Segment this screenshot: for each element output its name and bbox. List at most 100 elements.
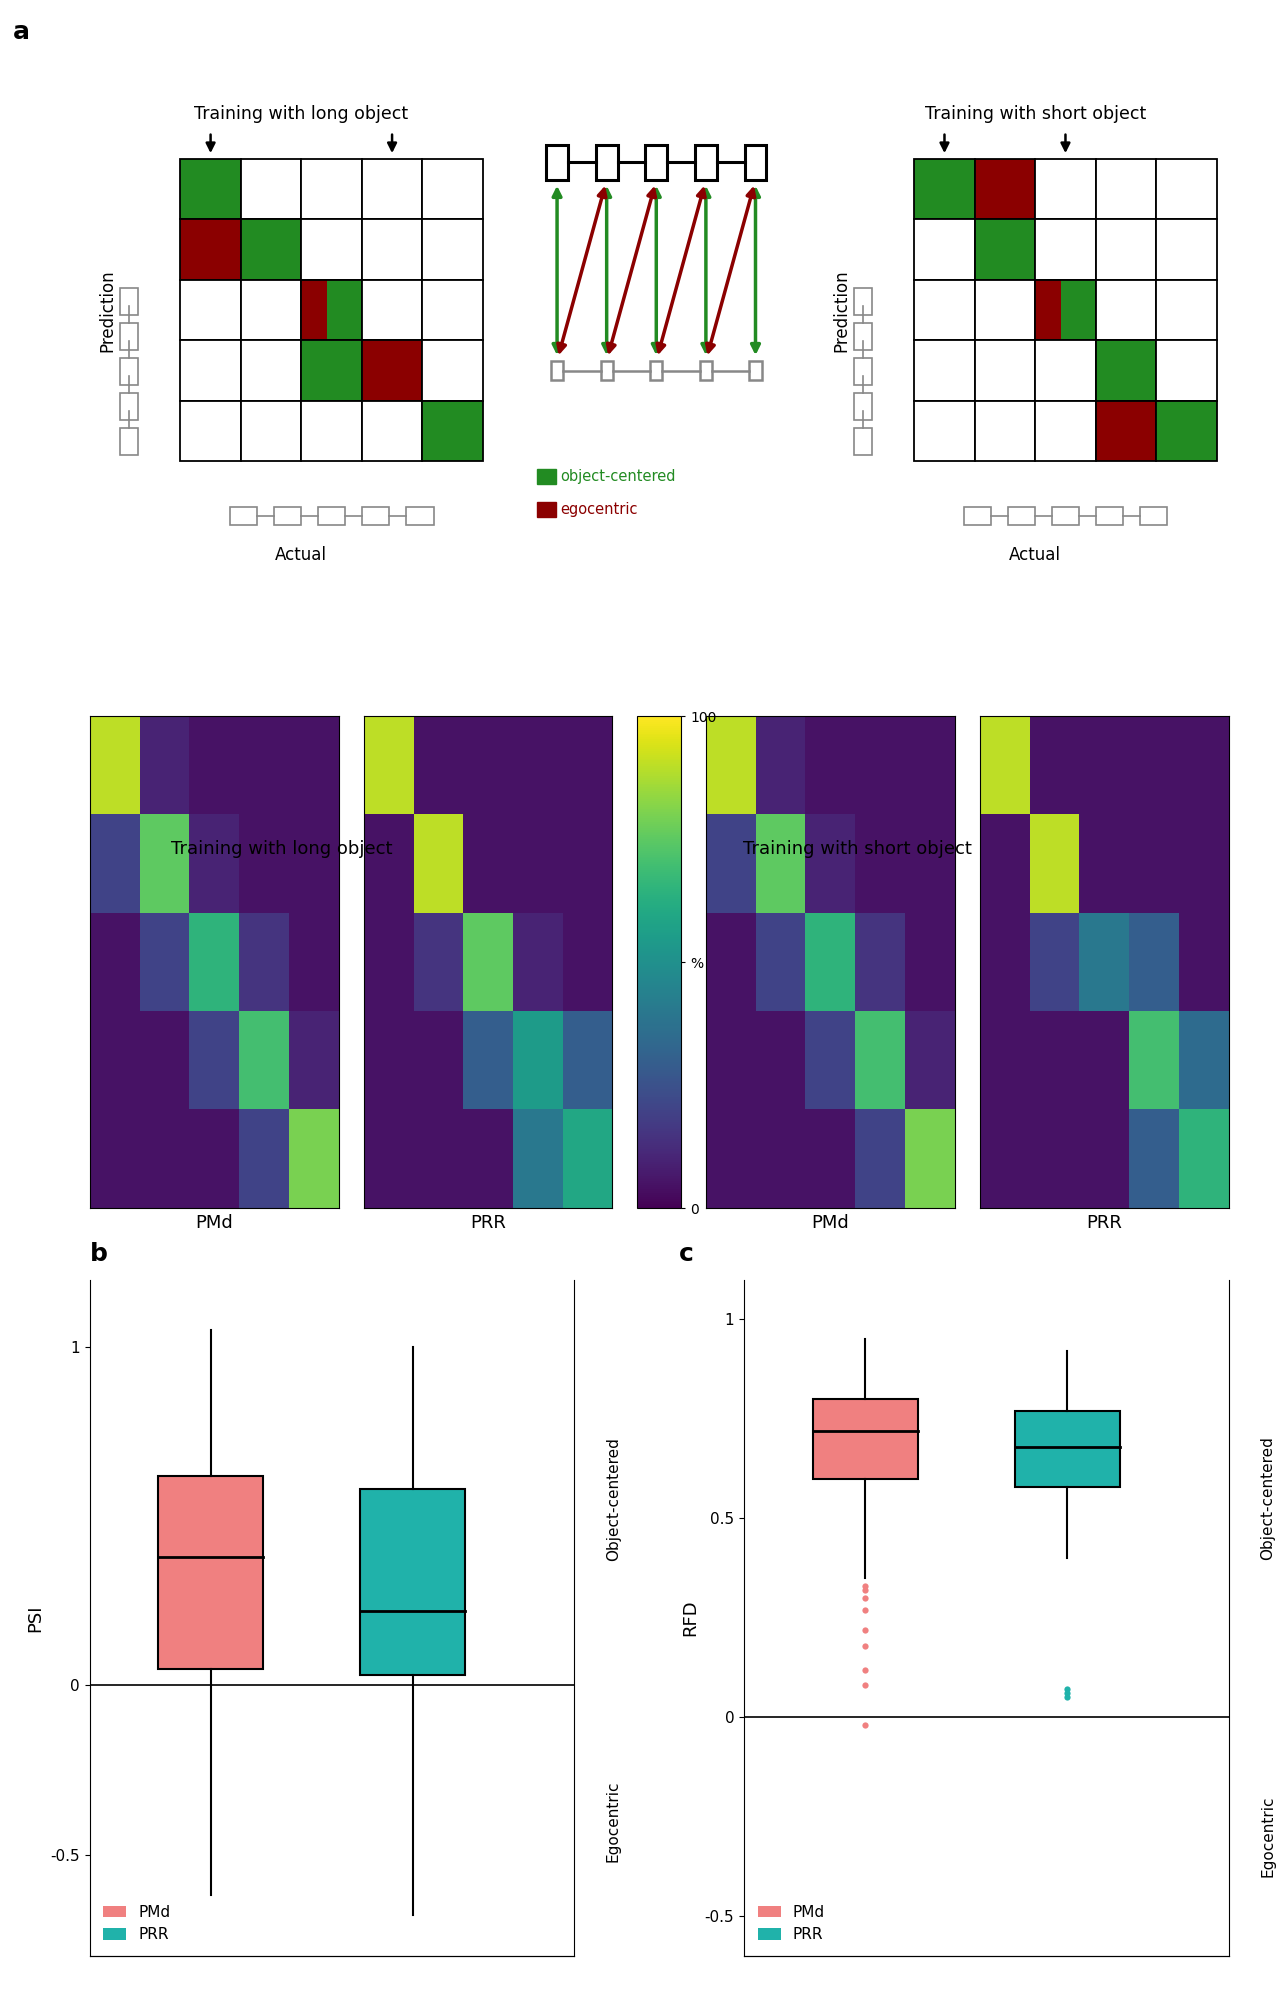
Bar bbox=[600, 361, 613, 381]
Bar bbox=[180, 279, 241, 341]
Bar bbox=[274, 507, 301, 525]
Bar bbox=[854, 429, 872, 455]
Text: Training with short object: Training with short object bbox=[744, 840, 972, 858]
Bar bbox=[229, 507, 257, 525]
Text: Object-centered: Object-centered bbox=[1260, 1437, 1275, 1561]
Bar bbox=[914, 341, 975, 401]
Bar bbox=[1036, 279, 1096, 341]
Y-axis label: RFD: RFD bbox=[681, 1599, 699, 1637]
Text: Training with long object: Training with long object bbox=[195, 104, 408, 122]
Bar bbox=[975, 401, 1036, 461]
Bar bbox=[1096, 507, 1124, 525]
Bar bbox=[362, 279, 422, 341]
Bar bbox=[301, 401, 362, 461]
Text: Training with short object: Training with short object bbox=[924, 104, 1146, 122]
Bar bbox=[1036, 160, 1096, 220]
Bar bbox=[854, 323, 872, 349]
Bar bbox=[650, 361, 662, 381]
Bar bbox=[914, 220, 975, 279]
Bar bbox=[1036, 401, 1096, 461]
Bar bbox=[159, 1475, 264, 1669]
X-axis label: PMd: PMd bbox=[812, 1214, 850, 1232]
Bar bbox=[120, 287, 138, 315]
Text: object-centered: object-centered bbox=[559, 469, 676, 483]
Bar bbox=[745, 144, 767, 180]
Text: c: c bbox=[678, 1242, 694, 1265]
Bar bbox=[552, 361, 563, 381]
Bar bbox=[645, 144, 667, 180]
Bar bbox=[422, 341, 483, 401]
Legend: PMd, PRR: PMd, PRR bbox=[97, 1898, 177, 1948]
Bar bbox=[120, 323, 138, 349]
Bar bbox=[241, 220, 301, 279]
Bar bbox=[975, 341, 1036, 401]
Bar bbox=[422, 160, 483, 220]
Bar bbox=[1096, 220, 1156, 279]
Bar bbox=[120, 357, 138, 385]
Bar bbox=[1156, 279, 1217, 341]
Bar bbox=[536, 503, 556, 517]
Bar bbox=[360, 1489, 466, 1675]
Bar bbox=[1036, 279, 1061, 341]
Bar bbox=[547, 144, 568, 180]
Bar bbox=[914, 160, 975, 220]
Text: a: a bbox=[13, 20, 29, 44]
Bar bbox=[750, 361, 762, 381]
Text: Object-centered: Object-centered bbox=[605, 1437, 621, 1561]
Bar bbox=[180, 341, 241, 401]
Legend: PMd, PRR: PMd, PRR bbox=[751, 1898, 831, 1948]
Text: Actual: Actual bbox=[1009, 547, 1061, 565]
Text: Prediction: Prediction bbox=[832, 269, 851, 351]
Bar bbox=[1156, 401, 1217, 461]
Bar bbox=[1096, 279, 1156, 341]
Bar bbox=[1156, 160, 1217, 220]
Bar bbox=[362, 220, 422, 279]
Text: Egocentric: Egocentric bbox=[1260, 1796, 1275, 1878]
X-axis label: PRR: PRR bbox=[470, 1214, 506, 1232]
Text: Training with long object: Training with long object bbox=[170, 840, 393, 858]
Bar bbox=[120, 393, 138, 421]
Bar bbox=[1140, 507, 1167, 525]
Bar bbox=[362, 160, 422, 220]
Bar bbox=[700, 361, 712, 381]
Bar bbox=[301, 279, 326, 341]
Bar bbox=[1036, 341, 1096, 401]
Bar bbox=[1096, 160, 1156, 220]
Bar bbox=[362, 341, 422, 401]
Bar bbox=[1007, 507, 1036, 525]
Bar bbox=[1156, 341, 1217, 401]
Bar bbox=[854, 393, 872, 421]
Bar bbox=[301, 279, 362, 341]
Bar bbox=[422, 401, 483, 461]
Bar bbox=[120, 429, 138, 455]
X-axis label: PRR: PRR bbox=[1087, 1214, 1123, 1232]
Bar bbox=[1015, 1411, 1120, 1487]
Bar bbox=[1036, 220, 1096, 279]
Bar bbox=[301, 279, 362, 341]
Bar bbox=[975, 160, 1036, 220]
X-axis label: PMd: PMd bbox=[196, 1214, 233, 1232]
Bar bbox=[1052, 507, 1079, 525]
Bar bbox=[241, 341, 301, 401]
Bar bbox=[813, 1399, 918, 1479]
Bar bbox=[1096, 341, 1156, 401]
Bar bbox=[536, 469, 556, 485]
Bar bbox=[241, 401, 301, 461]
Bar bbox=[301, 220, 362, 279]
Bar bbox=[1096, 401, 1156, 461]
Bar bbox=[180, 160, 241, 220]
Y-axis label: PSI: PSI bbox=[27, 1605, 45, 1631]
Bar bbox=[595, 144, 618, 180]
Bar bbox=[695, 144, 717, 180]
Bar bbox=[914, 279, 975, 341]
Bar bbox=[180, 401, 241, 461]
Bar bbox=[301, 160, 362, 220]
Bar bbox=[914, 401, 975, 461]
Bar bbox=[362, 401, 422, 461]
Bar bbox=[964, 507, 991, 525]
Bar bbox=[975, 279, 1036, 341]
Text: Egocentric: Egocentric bbox=[605, 1780, 621, 1862]
Bar bbox=[1036, 279, 1096, 341]
Text: Actual: Actual bbox=[275, 547, 328, 565]
Bar bbox=[317, 507, 346, 525]
